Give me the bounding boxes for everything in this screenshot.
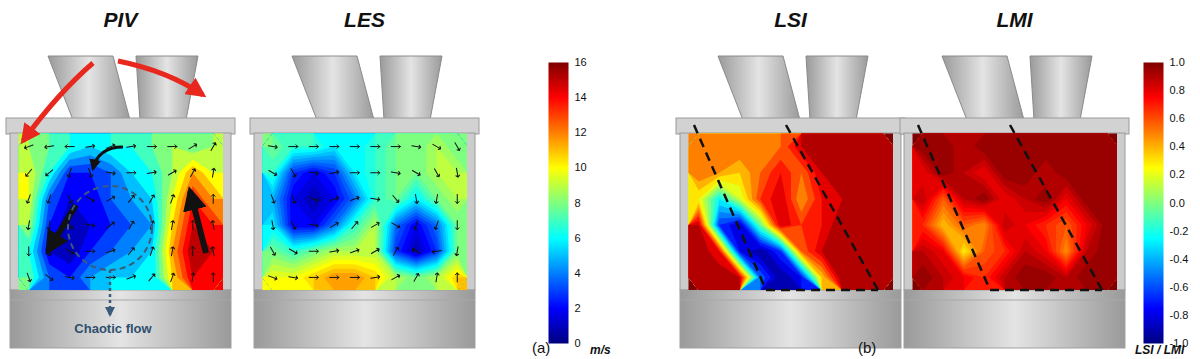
svg-text:0.6: 0.6 — [1170, 112, 1185, 124]
svg-text:0.2: 0.2 — [1170, 168, 1185, 180]
svg-text:0.8: 0.8 — [1170, 84, 1185, 96]
svg-text:10: 10 — [575, 161, 587, 173]
svg-text:14: 14 — [575, 91, 587, 103]
html-text:PIV: PIV — [103, 8, 138, 31]
svg-text:0: 0 — [575, 337, 581, 349]
html-text:(b): (b) — [858, 339, 877, 356]
svg-text:1.0: 1.0 — [1170, 56, 1185, 68]
svg-text:-0.4: -0.4 — [1170, 253, 1189, 265]
svg-text:6: 6 — [575, 232, 581, 244]
html-text:LMI: LMI — [996, 8, 1033, 31]
html-text:LSI / LMI: LSI / LMI — [1135, 343, 1185, 357]
svg-text:2: 2 — [575, 302, 581, 314]
svg-text:16: 16 — [575, 56, 587, 68]
svg-text:-0.2: -0.2 — [1170, 225, 1189, 237]
html-text:LES: LES — [344, 8, 385, 31]
svg-text:Chaotic flow: Chaotic flow — [74, 321, 152, 336]
html-text:LSI: LSI — [774, 8, 807, 31]
svg-text:8: 8 — [575, 197, 581, 209]
svg-text:12: 12 — [575, 126, 587, 138]
svg-text:0.4: 0.4 — [1170, 140, 1185, 152]
svg-text:-0.8: -0.8 — [1170, 309, 1189, 321]
svg-text:0.0: 0.0 — [1170, 197, 1185, 209]
svg-text:4: 4 — [575, 267, 581, 279]
svg-text:-0.6: -0.6 — [1170, 281, 1189, 293]
html-text:m/s: m/s — [590, 343, 611, 357]
html-text:(a): (a) — [532, 339, 551, 356]
